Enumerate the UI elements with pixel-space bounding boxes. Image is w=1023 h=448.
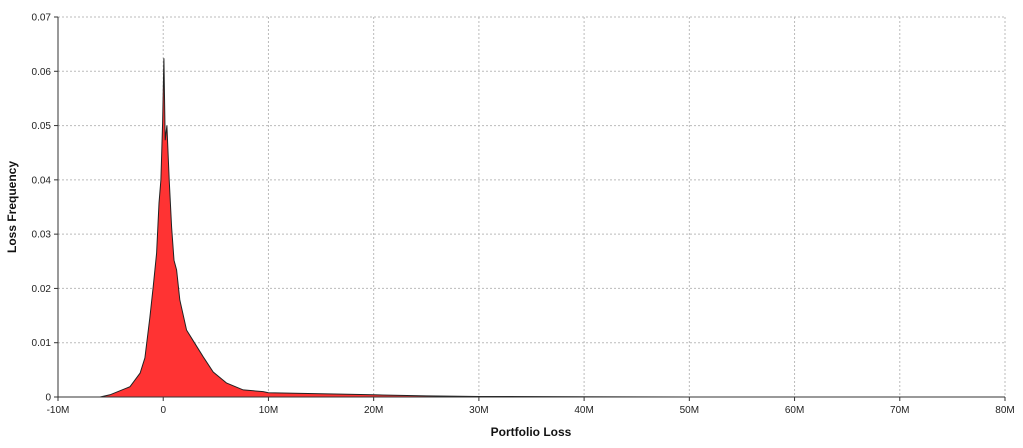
y-tick-label: 0.01	[32, 338, 52, 349]
y-tick-label: 0.03	[32, 230, 52, 241]
x-tick-label: 0	[160, 405, 166, 416]
x-tick-label: 70M	[890, 405, 909, 416]
y-tick-label: 0	[45, 393, 51, 404]
x-tick-label: 60M	[785, 405, 804, 416]
x-axis-label: Portfolio Loss	[491, 425, 572, 439]
y-tick-label: 0.06	[32, 67, 52, 78]
loss-line	[58, 58, 1005, 398]
x-tick-label: 30M	[469, 405, 488, 416]
x-tick-label: 80M	[995, 405, 1014, 416]
y-tick-label: 0.07	[32, 13, 52, 24]
y-axis-label: Loss Frequency	[5, 161, 19, 253]
x-tick-label: 10M	[259, 405, 278, 416]
y-tick-label: 0.02	[32, 284, 52, 295]
grid	[58, 16, 1006, 397]
loss-area	[58, 58, 1005, 398]
x-tick-label: -10M	[47, 405, 70, 416]
x-tick-label: 50M	[680, 405, 699, 416]
x-tick-label: 40M	[574, 405, 593, 416]
y-tick-label: 0.04	[32, 175, 52, 186]
x-tick-label: 20M	[364, 405, 383, 416]
y-tick-label: 0.05	[32, 121, 52, 132]
axes: -10M 0 10M 20M 30M 40M 50M 60M 70M 80M00.010.020.…	[32, 13, 1015, 417]
series	[58, 58, 1005, 398]
